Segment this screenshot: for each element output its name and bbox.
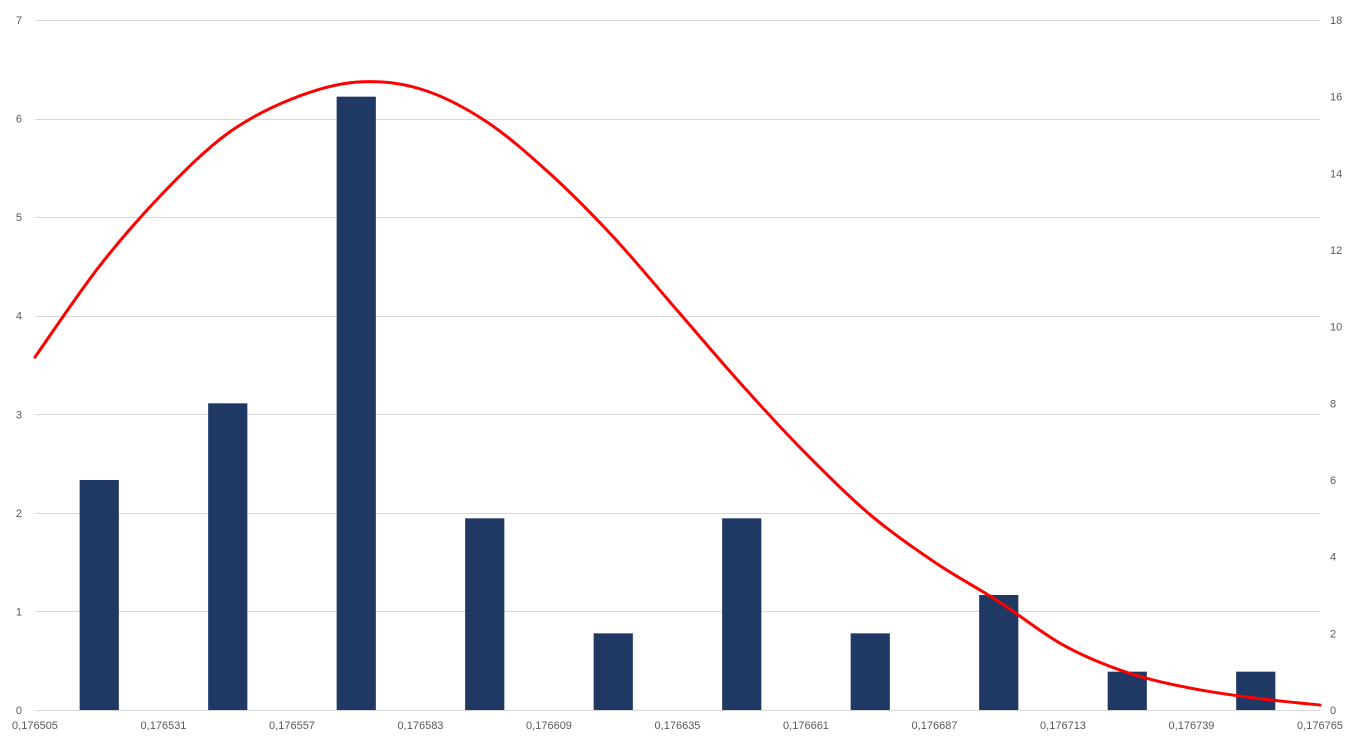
x-axis: 0,176505 0,176531 0,176557 0,176583 0,176609… — [12, 720, 1343, 732]
x-tick-label: 0,176531 — [141, 720, 187, 732]
y-left-tick-label: 4 — [16, 311, 22, 323]
y-left-tick-label: 7 — [16, 15, 22, 27]
y-left-tick-label: 5 — [16, 212, 22, 224]
histogram-bar — [850, 633, 890, 710]
x-tick-label: 0,176661 — [783, 720, 829, 732]
y-right-tick-label: 18 — [1330, 15, 1342, 27]
histogram-bar — [336, 96, 376, 710]
y-right-tick-label: 14 — [1330, 168, 1342, 180]
x-tick-label: 0,176739 — [1169, 720, 1215, 732]
histogram-bar — [208, 403, 248, 710]
y-right-tick-label: 2 — [1330, 628, 1336, 640]
x-tick-label: 0,176635 — [655, 720, 701, 732]
y-right-tick-label: 4 — [1330, 552, 1336, 564]
y-left-tick-label: 0 — [16, 705, 22, 717]
y-right-tick-label: 12 — [1330, 245, 1342, 257]
y-right-tick-label: 8 — [1330, 398, 1336, 410]
right-y-axis: 0 2 4 6 8 10 12 14 16 18 — [1330, 15, 1342, 717]
y-left-tick-label: 1 — [16, 606, 22, 618]
histogram-bar — [979, 595, 1019, 710]
y-left-tick-label: 2 — [16, 508, 22, 520]
left-y-axis: 0 1 2 3 4 5 6 7 — [16, 15, 22, 717]
x-tick-label: 0,176713 — [1040, 720, 1086, 732]
density-curve — [33, 80, 1322, 707]
histogram-bar — [593, 633, 633, 710]
x-tick-label: 0,176609 — [526, 720, 572, 732]
y-right-tick-label: 10 — [1330, 322, 1342, 334]
x-tick-label: 0,176687 — [912, 720, 958, 732]
y-right-tick-label: 6 — [1330, 475, 1336, 487]
histogram-bar — [465, 518, 505, 710]
x-tick-label: 0,176765 — [1297, 720, 1343, 732]
histogram-bar — [79, 480, 119, 710]
y-left-tick-label: 6 — [16, 114, 22, 126]
y-right-tick-label: 16 — [1330, 92, 1342, 104]
x-tick-label: 0,176583 — [398, 720, 444, 732]
histogram-bar — [722, 518, 762, 710]
y-right-tick-label: 0 — [1330, 705, 1336, 717]
x-tick-label: 0,176505 — [12, 720, 58, 732]
histogram-bar — [1236, 671, 1276, 710]
y-left-tick-label: 3 — [16, 409, 22, 421]
x-tick-label: 0,176557 — [269, 720, 315, 732]
histogram-bars — [79, 96, 1276, 710]
